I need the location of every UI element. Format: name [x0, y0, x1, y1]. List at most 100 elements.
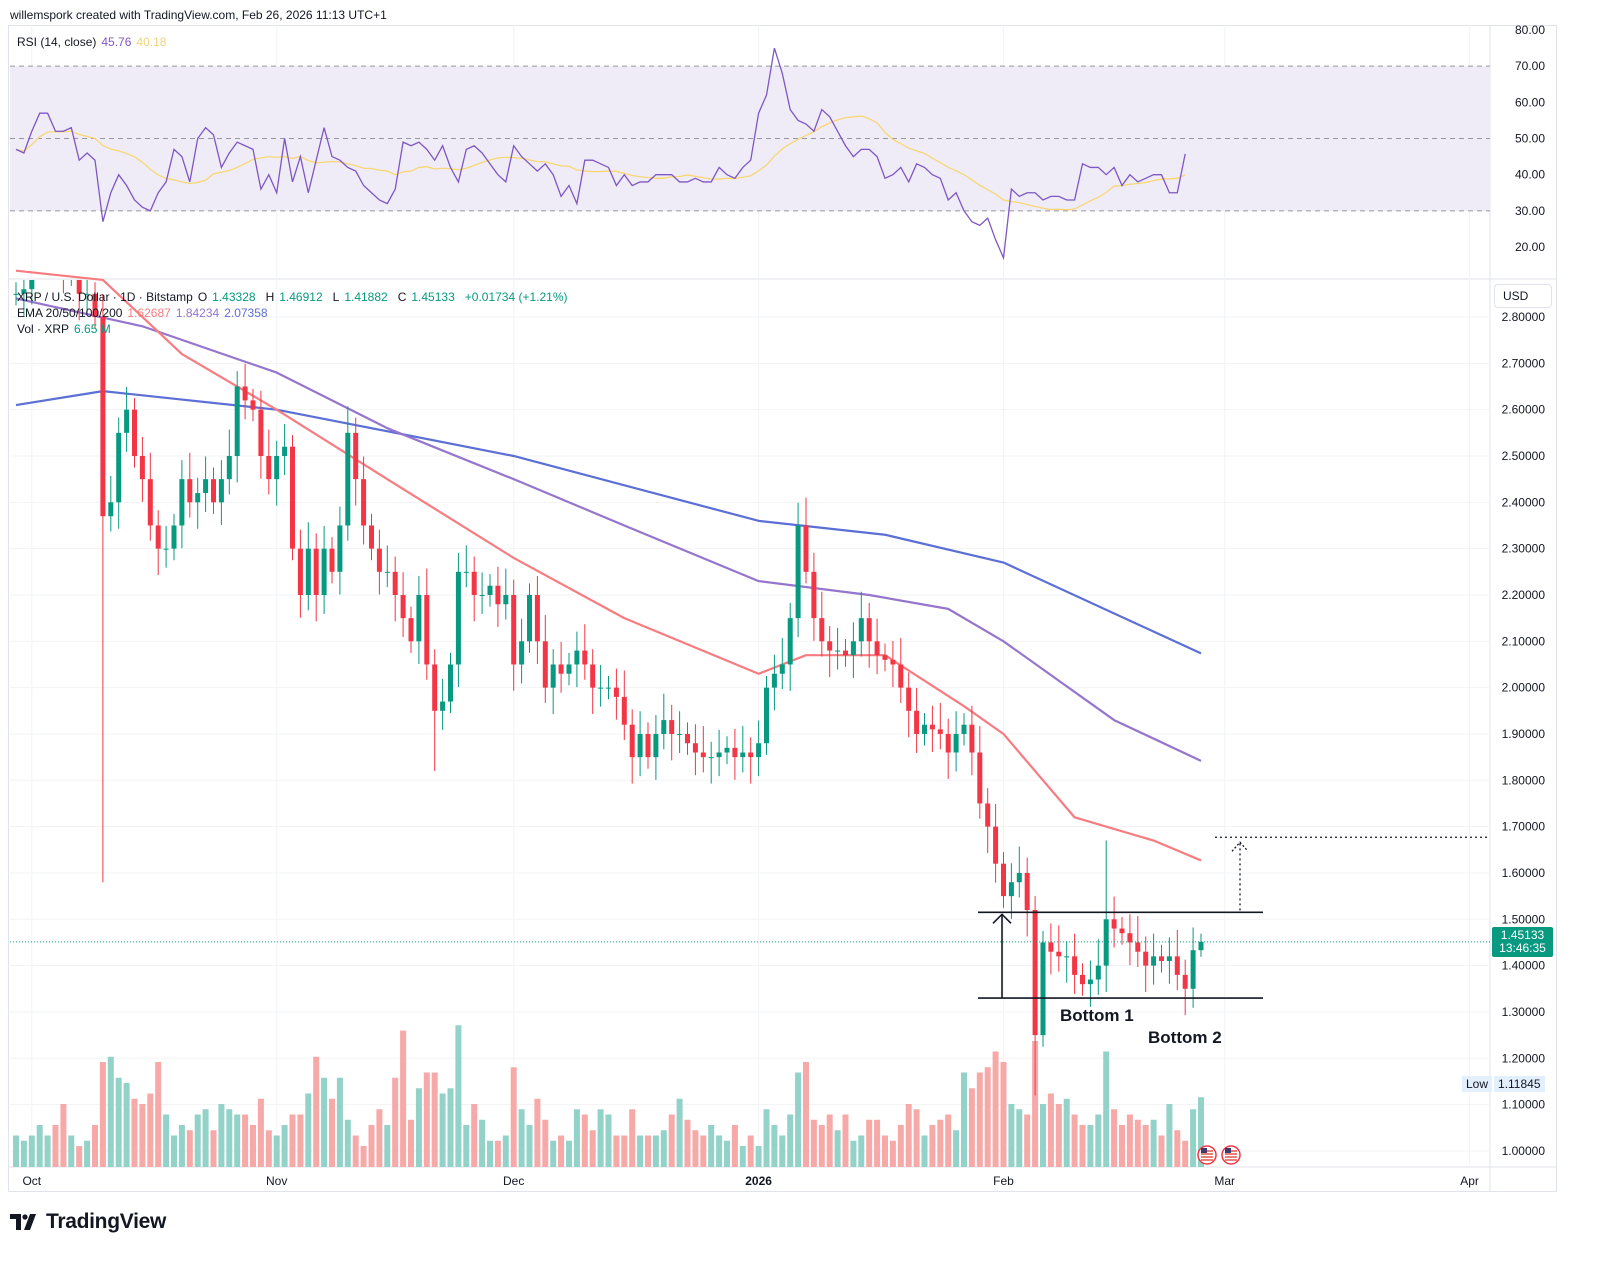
volume-bar	[234, 1114, 241, 1167]
candle-body	[108, 502, 114, 517]
volume-bar	[368, 1125, 375, 1167]
candle-body	[692, 743, 698, 753]
symbol-legend[interactable]: XRP / U.S. Dollar · 1D · Bitstamp O 1.4332…	[17, 290, 573, 304]
volume-bar	[566, 1140, 572, 1167]
candle-body	[234, 386, 240, 456]
candle-body	[677, 733, 683, 735]
ema200-line	[15, 390, 1202, 655]
rsi-value: 45.76	[101, 35, 132, 49]
tradingview-logo-text: TradingView	[46, 1210, 167, 1233]
volume-bar	[313, 1056, 320, 1167]
volume-bar	[171, 1135, 177, 1167]
candle-body	[69, 248, 74, 271]
candle-body	[827, 641, 833, 651]
candle-body	[471, 571, 477, 595]
candle-body	[811, 571, 817, 619]
volume-bar	[479, 1119, 486, 1167]
candle-body	[305, 548, 311, 595]
candle-body	[613, 687, 619, 697]
low-tag-value: 1.11845	[1494, 1076, 1545, 1092]
volume-bar	[36, 1125, 43, 1167]
volume-bar	[945, 1114, 952, 1167]
bottom-1-label[interactable]: Bottom 1	[1060, 1006, 1134, 1025]
bottom-2-label[interactable]: Bottom 2	[1148, 1028, 1222, 1047]
volume-bar	[558, 1135, 565, 1167]
candle-body	[487, 585, 493, 595]
volume-bar	[408, 1119, 414, 1167]
volume-bar	[526, 1125, 533, 1167]
volume-bar	[652, 1135, 659, 1167]
candle-body	[708, 757, 714, 759]
us-flag-event-icon[interactable]	[1221, 1145, 1241, 1165]
candle-body	[874, 641, 880, 656]
price-axis-label: 2.20000	[1502, 588, 1546, 602]
candle-body	[116, 432, 122, 503]
volume-bar	[1063, 1098, 1070, 1167]
time-axis-label: Feb	[993, 1174, 1014, 1188]
currency-button[interactable]: USD	[1494, 284, 1552, 308]
candle-body	[432, 664, 438, 711]
volume-bar	[637, 1135, 644, 1167]
volume-bar	[818, 1125, 825, 1167]
rsi-axis-label: 20.00	[1515, 240, 1545, 254]
volume-legend[interactable]: Vol · XRP 6.65 M	[17, 322, 116, 336]
candle-body	[297, 548, 303, 595]
volume-bar	[487, 1140, 493, 1167]
price-axis-label: 2.10000	[1502, 634, 1546, 648]
volume-bar	[1150, 1119, 1157, 1167]
volume-bar	[937, 1119, 944, 1167]
volume-bar	[976, 1072, 983, 1167]
rsi-axis-label: 30.00	[1515, 204, 1545, 218]
candle-body	[629, 724, 635, 758]
us-flag-event-icon[interactable]	[1197, 1145, 1217, 1165]
candle-body	[914, 710, 920, 734]
ema-legend[interactable]: EMA 20/50/100/200 1.62687 1.84234 2.07358	[17, 306, 273, 320]
candle-body	[1016, 872, 1022, 883]
candle-body	[598, 687, 604, 689]
volume-bar	[147, 1093, 154, 1167]
volume-bar	[1190, 1109, 1197, 1167]
candle-body	[1135, 942, 1141, 952]
candle-body	[21, 289, 27, 294]
volume-bar	[297, 1114, 304, 1167]
volume-bar	[1032, 1041, 1039, 1167]
volume-bar	[961, 1072, 967, 1167]
candles	[13, 224, 1204, 1096]
candle-body	[1095, 965, 1101, 980]
volume-bar	[1174, 1130, 1181, 1167]
price-axis-label: 2.40000	[1502, 495, 1546, 509]
volume-bar	[1198, 1097, 1204, 1167]
candle-body	[455, 571, 461, 665]
volume-label: Vol · XRP	[17, 322, 70, 336]
volume-bar	[447, 1088, 454, 1167]
price-axis-label: 1.00000	[1502, 1144, 1546, 1158]
volume-bar	[400, 1030, 407, 1167]
volume-bar	[1142, 1125, 1149, 1167]
candle-body	[345, 432, 351, 526]
volume-bar	[842, 1114, 849, 1167]
candle-body	[211, 479, 216, 503]
candle-body	[37, 224, 42, 247]
candle-body	[653, 733, 659, 758]
candle-body	[1159, 956, 1164, 961]
candle-body	[898, 664, 904, 688]
candle-body	[226, 455, 232, 480]
chart-credit: willemspork created with TradingView.com…	[10, 8, 387, 22]
candle-body	[61, 248, 66, 271]
volume-bar	[716, 1135, 723, 1167]
volume-bar	[1000, 1062, 1007, 1167]
volume-bar	[645, 1135, 651, 1167]
candle-body	[424, 594, 430, 665]
volume-bar	[724, 1140, 730, 1167]
volume-bar	[597, 1109, 604, 1167]
volume-bar	[329, 1098, 335, 1167]
flag-canton	[1201, 1148, 1207, 1153]
rsi-line	[15, 47, 1186, 261]
candle-body	[527, 594, 532, 642]
rsi-legend-label: RSI (14, close)	[17, 35, 97, 49]
tradingview-logo[interactable]: TradingView	[10, 1210, 166, 1234]
rsi-legend[interactable]: RSI (14, close) 45.76 40.18	[17, 35, 171, 49]
candle-body	[637, 733, 643, 758]
volume-bar	[700, 1135, 707, 1167]
